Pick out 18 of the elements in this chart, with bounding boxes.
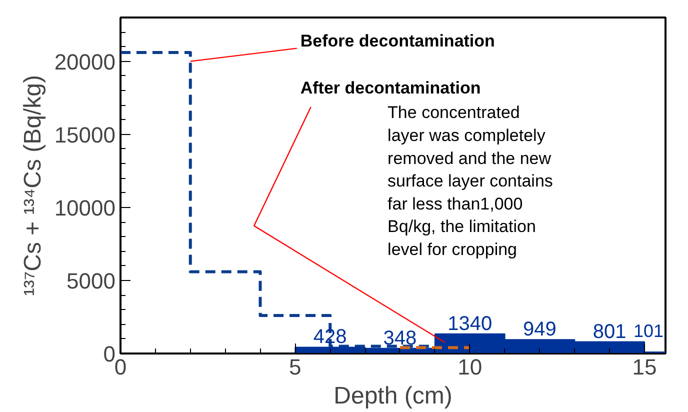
annotation: Before decontamination xyxy=(300,32,495,51)
data-label: 801 xyxy=(592,320,626,343)
annotation: After decontamination xyxy=(300,78,481,98)
x-tick-label: 15 xyxy=(632,354,657,380)
data-label: 428 xyxy=(313,326,347,348)
data-label: 348 xyxy=(383,327,417,350)
y-tick-label: 5000 xyxy=(66,268,116,294)
y-tick-label: 20000 xyxy=(54,49,116,74)
data-label: 1340 xyxy=(448,312,492,335)
x-tick-label: 5 xyxy=(289,354,302,380)
y-tick-label: 15000 xyxy=(54,122,116,148)
data-label: 101 xyxy=(633,321,664,342)
x-axis-title: Depth (cm) xyxy=(334,382,452,410)
y-tick-label: 10000 xyxy=(54,195,116,220)
annotation: The concentrated layer was completely removed and the new surface layer contains far less than1,000 Bq/kg, the limitation level for cropping xyxy=(388,103,553,259)
y-axis-title: ¹³⁷Cs + ¹³⁴Cs (Bq/kg) xyxy=(19,74,46,296)
data-label: 949 xyxy=(523,318,556,341)
x-tick-label: 10 xyxy=(458,354,482,380)
